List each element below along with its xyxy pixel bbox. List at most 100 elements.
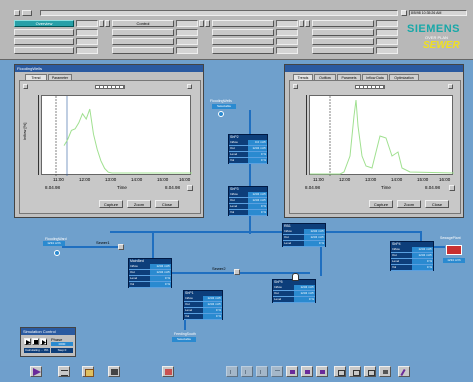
alarm-acknowledge-button[interactable] (401, 10, 407, 16)
scroll-right-button[interactable] (187, 84, 192, 89)
shp1-card[interactable]: ShP1 Inflow 1234 m³/h Out 1234 m³/h Level 0… (183, 290, 223, 320)
nav-forward-button[interactable] (286, 366, 298, 377)
rb1-card[interactable]: RB1 Inflow 1234 m³/h Out 1234 m³/h Level 0 … (282, 223, 326, 247)
date-right: 8.04.98 (425, 185, 441, 190)
header-button-6[interactable] (112, 29, 174, 36)
trend-plot-svg (310, 96, 454, 176)
close-button[interactable]: Close (155, 200, 179, 208)
card-key: Inflow (185, 296, 193, 300)
pipe-main-horizontal (110, 231, 292, 233)
tab-paramets[interactable]: Paramets (337, 74, 361, 80)
trend-export-icon[interactable] (449, 185, 455, 191)
sewer1-label: Sewer1 (96, 240, 110, 245)
header-sel-2[interactable] (105, 20, 110, 27)
zoom-out-button[interactable] (349, 366, 361, 377)
disk-button[interactable] (108, 366, 120, 377)
header-button-7[interactable] (212, 29, 274, 36)
scroll-right-button[interactable] (448, 84, 453, 89)
card-value: 0 % (247, 152, 267, 157)
tools-icon-button[interactable] (22, 10, 32, 16)
status-field-9 (76, 38, 98, 45)
stop-button[interactable] (32, 338, 39, 345)
nav-first-button[interactable] (226, 366, 238, 377)
header-button-12[interactable] (312, 38, 374, 45)
feeding-south-value[interactable]: Selectable (172, 337, 196, 342)
date-time: 8/5/98 10:35:26 AM (409, 10, 467, 16)
tab-inflow-data[interactable]: Inflow Data (362, 74, 388, 80)
header-button-13[interactable] (14, 47, 74, 54)
header-button-11[interactable] (212, 38, 274, 45)
card-value: 0 % (303, 241, 325, 246)
nav-prev-button[interactable] (241, 366, 253, 377)
card-key: Level (230, 152, 238, 156)
flooding-ward-value[interactable]: 1234 m³/h (43, 241, 65, 246)
nav-up-button[interactable] (271, 366, 283, 377)
fit-button[interactable] (364, 366, 376, 377)
card-value: 1234 m³/h (149, 270, 171, 275)
scroll-left-button[interactable] (293, 84, 298, 89)
start-sim-button[interactable] (30, 366, 42, 377)
tab-parameter[interactable]: Parameter (48, 74, 72, 80)
sewer2-label: Sewer2 (212, 266, 226, 271)
step-button[interactable] (40, 338, 47, 345)
header-sel-6[interactable] (305, 20, 310, 27)
header-sel-3[interactable] (199, 20, 204, 27)
stop-icon (34, 340, 38, 344)
capture-button[interactable]: Capture (369, 200, 393, 208)
scroll-left-button[interactable] (23, 84, 28, 89)
header-button-4[interactable] (312, 20, 374, 27)
capture-button[interactable]: Capture (99, 200, 123, 208)
header-sel-4[interactable] (205, 20, 210, 27)
nav-back-button[interactable] (256, 366, 268, 377)
trend-export-icon[interactable] (187, 185, 193, 191)
edit-button[interactable] (398, 366, 410, 377)
valve-icon[interactable] (54, 250, 60, 256)
picture-button[interactable] (82, 366, 94, 377)
flooding-wells-value[interactable]: Selectable (212, 104, 236, 109)
sewer1-icon[interactable] (118, 244, 124, 250)
header-button-10[interactable] (112, 38, 174, 45)
menu-button[interactable] (58, 366, 70, 377)
header-button-16[interactable] (312, 47, 374, 54)
zoom-in-button[interactable] (334, 366, 346, 377)
shp4-card[interactable]: ShP4 Inflow 1234 m³/h Out 1234 m³/h Level 0… (390, 241, 434, 271)
close-button[interactable]: Close (425, 200, 449, 208)
tab-outflow[interactable]: Outflow (314, 74, 336, 80)
tab-optimization[interactable]: Optimization (389, 74, 419, 80)
card-value: 1234 m³/h (247, 192, 267, 197)
tab-trends[interactable]: Trends (293, 74, 313, 80)
shp2-card[interactable]: ShP2 Inflow 0.0 m³/h Out 1234 m³/h Level 0 … (228, 134, 268, 164)
factory-icon[interactable] (446, 245, 462, 255)
x-tick: 12:00 (339, 177, 351, 182)
mainbed-card[interactable]: MainBed Inflow 1234 m³/h Out 1234 m³/h Lev… (128, 258, 172, 288)
valve-icon[interactable] (218, 111, 224, 117)
zoom-button[interactable]: Zoom (397, 200, 421, 208)
header-button-15[interactable] (212, 47, 274, 54)
zoom-button[interactable]: Zoom (127, 200, 151, 208)
simulation-control-panel: Simulation Control Phase 0000 Calculatin… (20, 327, 76, 357)
status-field-5 (76, 29, 98, 36)
header-button-5[interactable] (14, 29, 74, 36)
shp3-card[interactable]: ShP3 Inflow 1234 m³/h Out 1234 m³/h Level 0… (228, 186, 268, 216)
shp5-card[interactable]: ShP5 Inflow 1234 m³/h Out 1234 m³/h Level 0… (272, 279, 316, 303)
header-sel-5[interactable] (299, 20, 304, 27)
sewer2-icon[interactable] (234, 269, 240, 275)
print-button[interactable] (379, 366, 391, 377)
tab-trend[interactable]: Trend (25, 74, 47, 80)
overview-button[interactable]: Overview (14, 20, 74, 27)
control-button[interactable]: Control (112, 20, 174, 27)
header-button-8[interactable] (312, 29, 374, 36)
header-sel-1[interactable] (99, 20, 104, 27)
window-icon-button[interactable] (14, 10, 20, 16)
header-button-9[interactable] (14, 38, 74, 45)
nav-next-button[interactable] (301, 366, 313, 377)
step-icon (42, 340, 47, 345)
play-icon (26, 340, 31, 345)
step-status: Step 0 (51, 348, 73, 353)
header-button-14[interactable] (112, 47, 174, 54)
header-button-3[interactable] (212, 20, 274, 27)
sewage-plant-value[interactable]: 1234 m³/h (443, 258, 465, 263)
play-button[interactable] (24, 338, 31, 345)
report-button[interactable] (162, 366, 174, 377)
nav-last-button[interactable] (316, 366, 328, 377)
